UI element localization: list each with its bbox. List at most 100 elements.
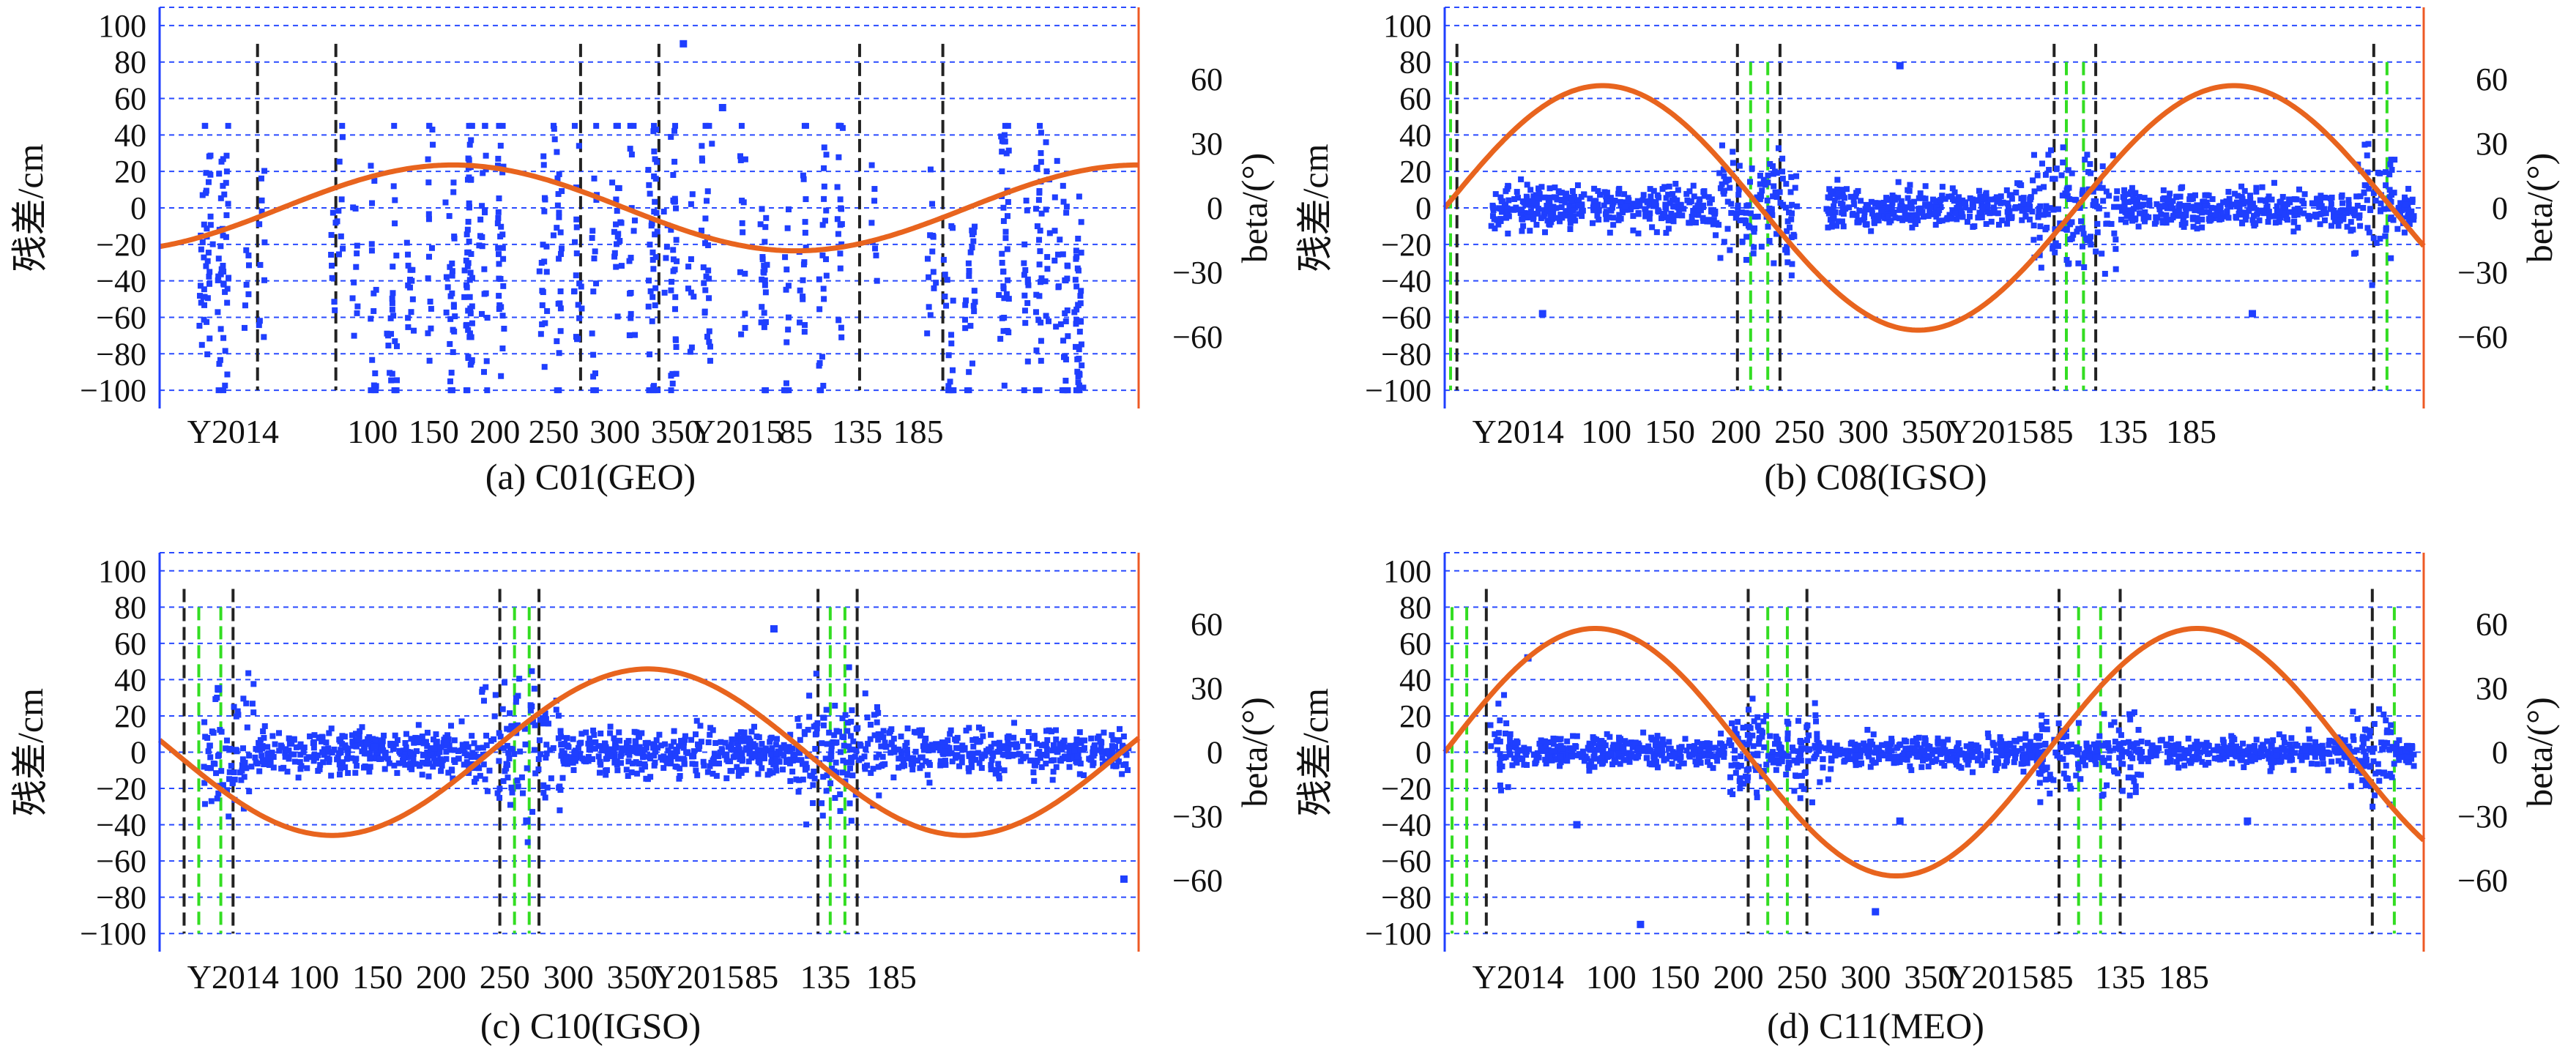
residual-point	[543, 754, 549, 761]
residual-point	[926, 304, 932, 310]
residual-point	[2381, 739, 2388, 746]
residual-point	[2307, 747, 2314, 753]
residual-point	[392, 732, 398, 739]
residual-point	[1567, 194, 1574, 201]
residual-point	[2357, 193, 2364, 200]
residual-point	[836, 728, 843, 735]
residual-point	[1977, 193, 1984, 200]
residual-point	[652, 198, 658, 205]
residual-point	[1983, 204, 1989, 210]
residual-point	[581, 756, 587, 763]
residual-point	[2127, 764, 2134, 771]
residual-point	[1021, 272, 1027, 278]
residual-point	[1788, 173, 1795, 180]
residual-point	[405, 315, 412, 321]
residual-point	[1888, 753, 1894, 760]
residual-point	[966, 267, 972, 274]
residual-point	[514, 777, 521, 784]
residual-point	[2266, 213, 2272, 220]
residual-point	[2090, 188, 2096, 195]
residual-point	[1828, 766, 1834, 772]
y2-tick-label: −60	[1172, 862, 1223, 898]
residual-point	[1063, 209, 1070, 216]
residual-point	[465, 218, 472, 225]
residual-point	[1967, 207, 1973, 214]
residual-point	[1535, 185, 1542, 192]
residual-point	[1076, 771, 1083, 777]
residual-point	[387, 315, 394, 321]
residual-point	[2377, 170, 2383, 176]
residual-point	[617, 737, 623, 744]
residual-point	[2344, 753, 2350, 760]
residual-point	[748, 728, 755, 735]
residual-point	[1576, 197, 1582, 204]
residual-point	[214, 694, 220, 701]
residual-point	[2335, 223, 2342, 229]
residual-point	[477, 772, 483, 779]
residual-point	[328, 772, 335, 779]
residual-point	[2315, 744, 2321, 751]
residual-point	[2003, 187, 2010, 193]
residual-point	[1919, 195, 1926, 201]
residual-point	[593, 122, 600, 129]
residual-point	[2050, 777, 2057, 783]
residual-point	[392, 197, 398, 204]
residual-point	[1598, 755, 1605, 761]
residual-point	[543, 269, 550, 275]
residual-point	[1984, 754, 1990, 761]
residual-point	[1636, 742, 1642, 749]
residual-point	[1841, 195, 1847, 201]
y2-axis-label: beta/(°)	[1234, 697, 1275, 807]
residual-point	[2313, 195, 2320, 202]
residual-point	[962, 302, 969, 308]
residual-point	[1883, 195, 1890, 201]
residual-point	[2112, 266, 2119, 272]
residual-point	[1954, 746, 1960, 753]
residual-point	[797, 319, 803, 326]
residual-point	[1754, 194, 1760, 201]
residual-point	[465, 155, 472, 162]
residual-point	[2370, 235, 2377, 242]
residual-point	[642, 739, 649, 746]
residual-point	[425, 773, 432, 780]
residual-point	[2134, 772, 2141, 778]
residual-point	[226, 275, 232, 281]
residual-point	[2095, 740, 2102, 747]
y-tick-label: −60	[96, 843, 146, 879]
residual-point	[276, 747, 283, 754]
x-tick-label: 250	[480, 958, 530, 996]
residual-point	[1773, 194, 1780, 201]
residual-point	[888, 741, 895, 747]
residual-point	[514, 722, 521, 728]
residual-point	[497, 276, 504, 283]
residual-point	[838, 205, 844, 212]
residual-point	[1656, 743, 1662, 750]
residual-point	[1571, 745, 1577, 752]
residual-point	[1497, 751, 1503, 758]
residual-point	[1847, 193, 1854, 200]
residual-point	[590, 727, 597, 734]
residual-point	[711, 760, 718, 766]
residual-point	[524, 765, 530, 772]
residual-point	[2027, 196, 2033, 203]
residual-point	[1700, 217, 1707, 224]
residual-point	[2366, 745, 2372, 752]
residual-point	[1927, 208, 1933, 214]
residual-point	[1538, 737, 1544, 744]
residual-point	[1037, 228, 1043, 234]
residual-point	[450, 304, 457, 310]
residual-point	[568, 754, 575, 761]
residual-point	[411, 327, 417, 334]
y-tick-label: 0	[1415, 190, 1432, 226]
residual-point	[811, 768, 817, 775]
residual-point	[420, 740, 427, 747]
residual-point	[1829, 219, 1836, 225]
residual-point	[513, 698, 519, 705]
residual-point	[543, 716, 549, 723]
residual-point	[1001, 132, 1008, 138]
residual-point	[674, 258, 680, 264]
residual-point	[820, 714, 827, 721]
residual-point	[250, 709, 257, 716]
residual-point	[1707, 218, 1713, 225]
residual-point	[2033, 734, 2040, 740]
